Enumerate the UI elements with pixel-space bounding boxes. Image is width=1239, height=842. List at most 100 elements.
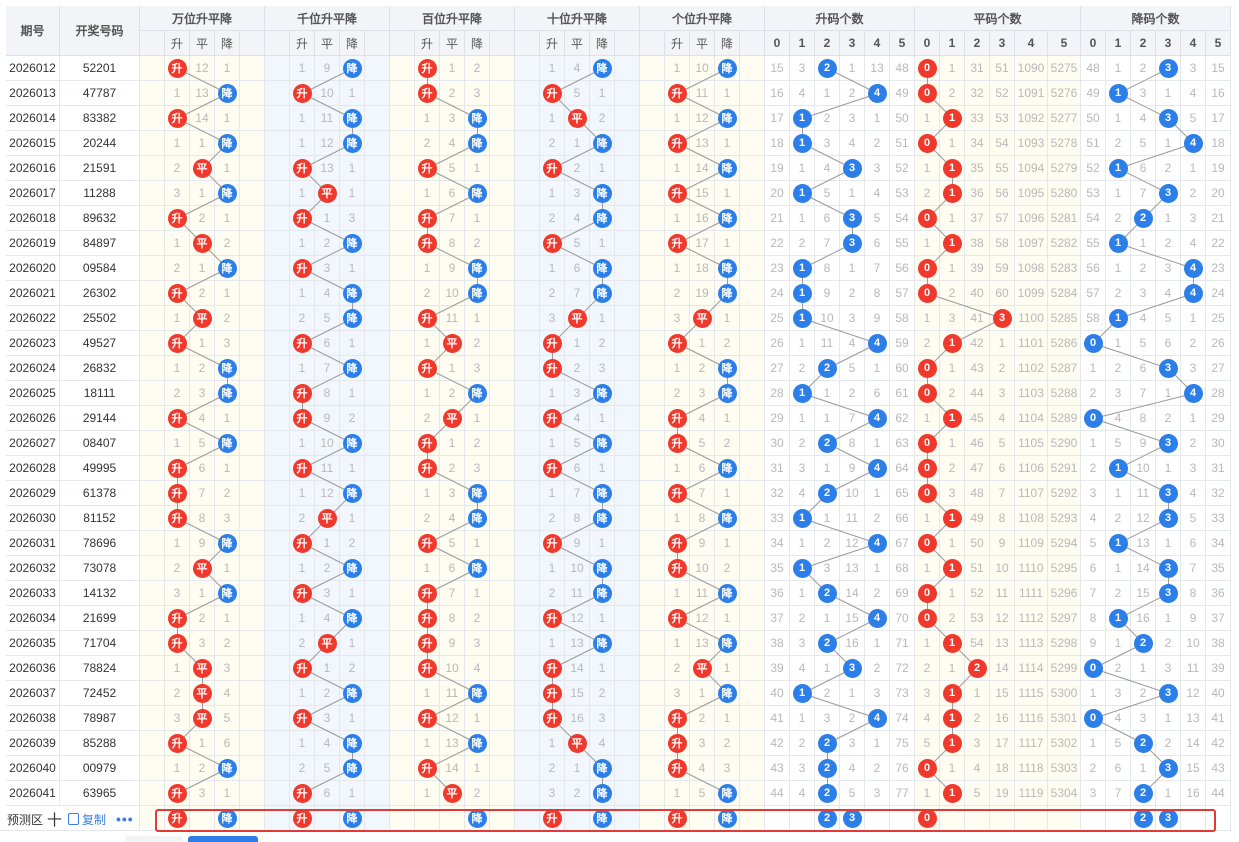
more-icon[interactable]: ••• [116,811,134,827]
count-cell: 1101 [1015,331,1048,356]
count-cell: 52 [990,81,1015,106]
trend-pad [365,56,390,81]
header-trend-label: 平 [690,31,715,56]
trend-cell: 1 [315,656,340,681]
trend-cell: 1 [590,656,615,681]
trend-pad [140,631,165,656]
count-cell: 60 [890,356,915,381]
down-ball: 降 [592,133,612,153]
count-cell: 2 [940,81,965,106]
copy-button[interactable]: 复制 [68,807,106,831]
count-cell: 3 [840,106,865,131]
trend-pad [265,256,290,281]
up-ball: 升 [667,533,687,553]
trend-cell: 升 [665,756,690,781]
up-ball: 升 [167,808,187,828]
count-cell: 3 [1131,281,1156,306]
trend-cell: 13 [690,631,715,656]
trend-cell: 12 [565,606,590,631]
trend-cell: 1 [165,531,190,556]
down-ball: 降 [467,483,487,503]
count-cell: 3 [1131,81,1156,106]
trend-pad [490,56,515,81]
trend-cell: 升 [665,81,690,106]
flat-ball: 平 [442,408,462,428]
number-cell: 00979 [60,756,140,781]
count-cell: 4 [915,706,940,731]
down-ball: 降 [217,133,237,153]
trend-pad [615,81,640,106]
count-cell: 3 [865,681,890,706]
trend-pad [615,456,640,481]
count-cell: 13 [990,631,1015,656]
count-ball: 4 [867,708,887,728]
trend-cell: 降 [215,381,240,406]
count-cell: 3 [865,781,890,806]
trend-cell: 降 [590,56,615,81]
count-ball: 0 [1083,408,1103,428]
trend-pad [615,506,640,531]
trend-pad [265,606,290,631]
up-ball: 升 [167,283,187,303]
issue-cell: 2026021 [6,281,60,306]
trend-cell: 降 [590,206,615,231]
down-ball: 降 [217,433,237,453]
trend-cell: 2 [190,356,215,381]
down-ball: 降 [592,758,612,778]
prediction-area-label[interactable]: 预测区 十 [0,807,62,831]
trend-cell: 2 [540,756,565,781]
trend-cell: 2 [190,606,215,631]
count-cell [940,806,965,831]
trend-pad [640,281,665,306]
trend-cell: 1 [540,731,565,756]
trend-pad [615,156,640,181]
trend-pad [240,406,265,431]
trend-cell: 4 [565,406,590,431]
count-cell: 1 [790,706,815,731]
trend-cell: 降 [715,506,740,531]
down-ball: 降 [717,358,737,378]
count-cell: 2 [915,331,940,356]
count-cell: 25 [1206,306,1231,331]
bottom-tab-inactive[interactable] [125,836,183,842]
trend-pad [140,506,165,531]
trend-pad [365,331,390,356]
trend-pad [740,481,765,506]
count-cell: 1 [790,281,815,306]
count-ball: 0 [917,608,937,628]
trend-cell: 1 [465,531,490,556]
trend-cell: 平 [190,681,215,706]
trend-pad [515,431,540,456]
count-cell: 6 [865,231,890,256]
trend-cell: 1 [290,556,315,581]
header-count-label: 3 [990,31,1015,56]
count-cell: 4 [1081,506,1106,531]
trend-cell: 8 [315,381,340,406]
trend-pad [265,506,290,531]
trend-cell: 11 [440,681,465,706]
count-cell: 3 [1106,681,1131,706]
bottom-tab-active[interactable] [188,836,258,842]
count-cell: 2 [865,581,890,606]
down-ball: 降 [342,283,362,303]
trend-cell [565,806,590,831]
count-cell: 5 [1181,506,1206,531]
trend-pad [265,456,290,481]
count-cell: 7 [865,256,890,281]
trend-pad [140,806,165,831]
down-ball: 降 [717,258,737,278]
trend-cell: 1 [715,306,740,331]
count-cell: 2 [1131,206,1156,231]
flat-ball: 平 [192,683,212,703]
trend-cell: 11 [315,106,340,131]
trend-cell: 6 [440,181,465,206]
count-cell: 4 [790,656,815,681]
count-cell: 1 [940,431,965,456]
trend-pad [490,806,515,831]
down-ball: 降 [717,108,737,128]
count-cell: 5281 [1048,206,1081,231]
count-cell: 27 [765,356,790,381]
down-ball: 降 [342,233,362,253]
add-icon[interactable]: 十 [47,811,63,829]
count-ball: 3 [1158,808,1178,828]
